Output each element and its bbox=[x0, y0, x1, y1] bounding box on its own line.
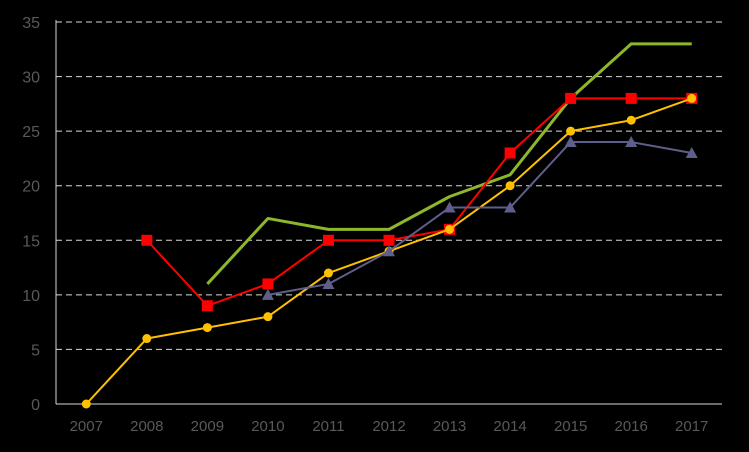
y-axis: 0 5 10 15 20 25 30 35 bbox=[22, 15, 57, 414]
series-4 bbox=[261, 136, 698, 300]
data-point bbox=[566, 126, 576, 136]
y-tick-label: 25 bbox=[22, 124, 40, 141]
data-point bbox=[445, 224, 455, 234]
data-point bbox=[201, 300, 213, 312]
data-point bbox=[323, 268, 333, 278]
series-line bbox=[267, 141, 692, 296]
y-tick-label: 5 bbox=[31, 342, 40, 359]
data-point bbox=[383, 234, 395, 246]
y-tick-label: 20 bbox=[22, 179, 40, 196]
data-point bbox=[141, 234, 153, 246]
data-point bbox=[322, 277, 335, 289]
x-tick-label: 2007 bbox=[70, 418, 103, 435]
x-tick-label: 2014 bbox=[493, 418, 526, 435]
data-point bbox=[322, 234, 334, 246]
data-point bbox=[565, 92, 577, 104]
data-point bbox=[81, 399, 91, 409]
data-point bbox=[626, 115, 636, 125]
data-point bbox=[685, 146, 698, 158]
data-point bbox=[687, 93, 697, 103]
x-tick-label: 2015 bbox=[554, 418, 587, 435]
y-tick-label: 0 bbox=[31, 397, 40, 414]
y-tick-label: 15 bbox=[22, 233, 40, 250]
data-point bbox=[625, 136, 638, 148]
series-line bbox=[146, 97, 692, 307]
data-point bbox=[142, 334, 152, 344]
x-tick-label: 2013 bbox=[433, 418, 466, 435]
y-tick-label: 30 bbox=[22, 70, 40, 87]
x-tick-label: 2016 bbox=[614, 418, 647, 435]
data-point bbox=[263, 312, 273, 322]
series-line bbox=[206, 42, 692, 285]
x-axis: 2007 2008 2009 2010 2011 2012 2013 2014 2015 2016… bbox=[56, 403, 722, 435]
x-tick-label: 2017 bbox=[675, 418, 708, 435]
series-group bbox=[81, 42, 698, 409]
data-point bbox=[262, 278, 274, 290]
x-tick-label: 2010 bbox=[251, 418, 284, 435]
data-point bbox=[202, 323, 212, 333]
series-2 bbox=[141, 92, 698, 312]
y-tick-label: 10 bbox=[22, 288, 40, 305]
y-tick-label: 35 bbox=[22, 15, 40, 32]
x-tick-label: 2011 bbox=[312, 418, 344, 435]
data-point bbox=[504, 201, 517, 213]
gridlines bbox=[56, 21, 722, 350]
data-point bbox=[564, 136, 577, 148]
data-point bbox=[625, 92, 637, 104]
data-point bbox=[443, 201, 456, 213]
data-point bbox=[261, 288, 274, 300]
series-1 bbox=[206, 42, 692, 285]
data-point bbox=[383, 245, 395, 257]
x-tick-label: 2009 bbox=[191, 418, 224, 435]
data-point bbox=[505, 181, 515, 191]
data-point bbox=[504, 147, 516, 159]
x-tick-label: 2012 bbox=[372, 418, 405, 435]
x-tick-label: 2008 bbox=[130, 418, 163, 435]
